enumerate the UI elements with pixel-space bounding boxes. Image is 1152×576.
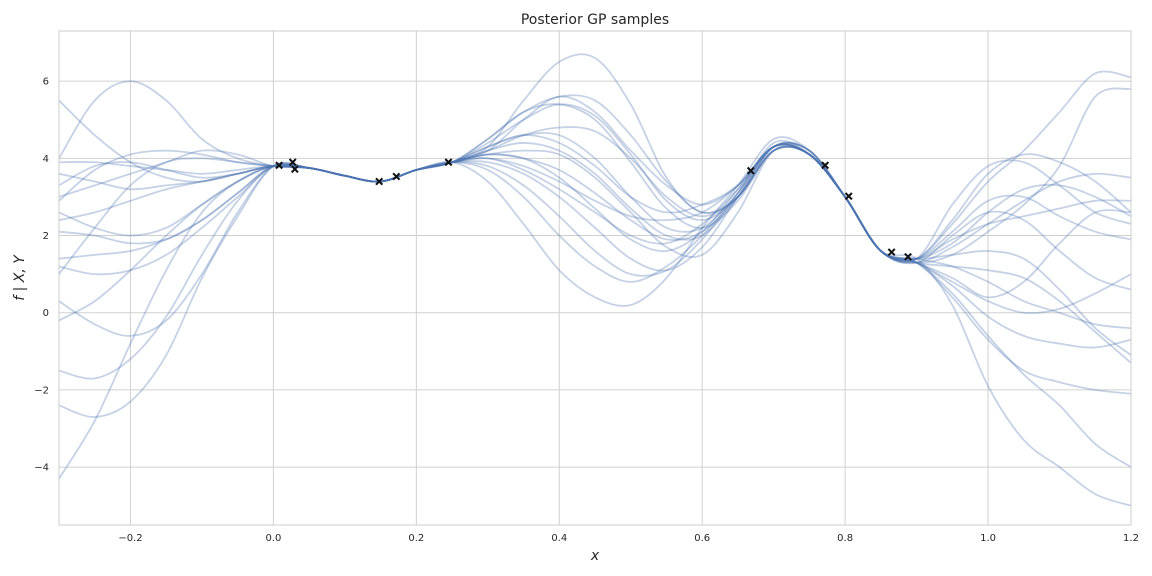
x-tick-label: 0.0 — [265, 533, 281, 544]
posterior-sample-line — [59, 142, 1131, 357]
posterior-sample-line — [59, 53, 1131, 262]
y-tick-labels: −4 −2 0 2 4 6 — [34, 77, 49, 474]
observation-point — [904, 252, 912, 261]
posterior-sample-line — [59, 136, 1131, 507]
y-tick-label: 2 — [43, 231, 49, 242]
posterior-samples — [59, 53, 1131, 507]
observation-point — [746, 166, 755, 175]
observation-point — [392, 172, 401, 181]
x-tick-label: 1.0 — [980, 533, 996, 544]
observation-point — [444, 158, 453, 167]
y-tick-label: 6 — [43, 77, 49, 88]
posterior-sample-line — [59, 143, 1131, 277]
posterior-sample-line — [59, 134, 1131, 299]
y-tick-label: 0 — [43, 308, 49, 319]
observation-point — [844, 192, 853, 201]
y-axis-label: f | X, Y — [12, 254, 28, 301]
posterior-sample-line — [59, 126, 1131, 349]
observation-point — [887, 248, 896, 257]
x-tick-label: 0.2 — [408, 533, 424, 544]
observation-point — [821, 161, 830, 170]
posterior-sample-line — [59, 139, 1131, 480]
observation-point — [290, 165, 299, 174]
observation-point — [375, 177, 384, 186]
posterior-sample-line — [59, 142, 1131, 469]
posterior-sample-line — [59, 103, 1131, 364]
x-tick-label: 0.4 — [551, 533, 567, 544]
x-tick-label: −0.2 — [118, 533, 142, 544]
observations — [275, 158, 912, 261]
y-tick-label: 4 — [43, 154, 49, 165]
x-tick-label: 0.8 — [837, 533, 853, 544]
x-tick-label: 1.2 — [1123, 533, 1139, 544]
x-axis-label: x — [590, 548, 600, 564]
posterior-sample-line — [59, 145, 1131, 262]
plot-frame — [58, 30, 1132, 526]
posterior-sample-line — [59, 144, 1131, 322]
posterior-sample-line — [59, 87, 1131, 264]
y-tick-label: −2 — [34, 385, 49, 396]
observation-point — [288, 158, 297, 167]
observation-point — [275, 161, 284, 170]
posterior-sample-line — [59, 142, 1131, 337]
x-tick-labels: −0.2 0.0 0.2 0.4 0.6 0.8 1.0 1.2 — [118, 533, 1139, 544]
posterior-sample-line — [59, 132, 1131, 291]
posterior-sample-line — [59, 94, 1131, 264]
chart-title: Posterior GP samples — [521, 12, 669, 28]
y-tick-label: −4 — [34, 463, 49, 474]
posterior-sample-line — [59, 143, 1131, 263]
posterior-sample-line — [59, 103, 1131, 264]
posterior-sample-line — [59, 141, 1131, 315]
grid — [59, 31, 1131, 525]
x-tick-label: 0.6 — [694, 533, 710, 544]
